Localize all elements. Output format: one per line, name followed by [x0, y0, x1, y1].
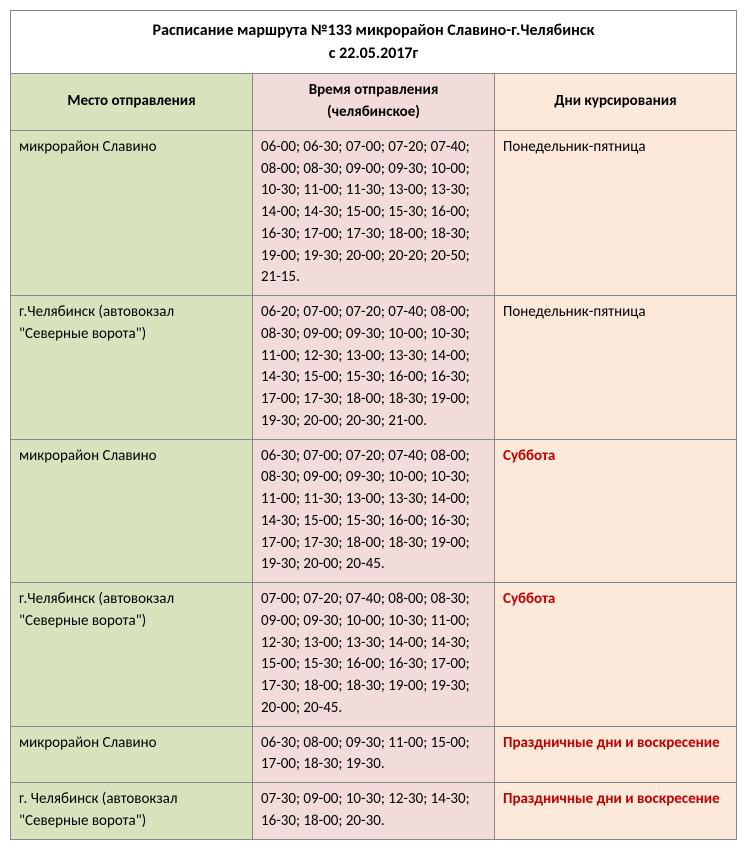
title-row: Расписание маршрута №133 микрорайон Слав…: [11, 11, 737, 74]
table-row: г.Челябинск (автовокзал "Северные ворота…: [11, 583, 737, 727]
table-row: г. Челябинск (автовокзал "Северные ворот…: [11, 783, 737, 840]
table-row: микрорайон Славино06-30; 07-00; 07-20; 0…: [11, 439, 737, 583]
time-cell: 06-20; 07-00; 07-20; 07-40; 08-00; 08-30…: [253, 296, 495, 440]
table-row: микрорайон Славино06-30; 08-00; 09-30; 1…: [11, 726, 737, 783]
days-cell: Суббота: [495, 583, 737, 727]
time-cell: 06-30; 07-00; 07-20; 07-40; 08-00; 08-30…: [253, 439, 495, 583]
table-row: микрорайон Славино06-00; 06-30; 07-00; 0…: [11, 130, 737, 295]
place-cell: г.Челябинск (автовокзал "Северные ворота…: [11, 583, 253, 727]
time-cell: 07-30; 09-00; 10-30; 12-30; 14-30; 16-30…: [253, 783, 495, 840]
place-cell: микрорайон Славино: [11, 130, 253, 295]
days-cell: Суббота: [495, 439, 737, 583]
schedule-table: Расписание маршрута №133 микрорайон Слав…: [10, 10, 737, 840]
header-days: Дни курсирования: [495, 74, 737, 131]
days-cell: Понедельник-пятница: [495, 130, 737, 295]
place-cell: г. Челябинск (автовокзал "Северные ворот…: [11, 783, 253, 840]
title-line1: Расписание маршрута №133 микрорайон Слав…: [19, 19, 728, 42]
place-cell: микрорайон Славино: [11, 726, 253, 783]
days-cell: Понедельник-пятница: [495, 296, 737, 440]
time-cell: 06-00; 06-30; 07-00; 07-20; 07-40; 08-00…: [253, 130, 495, 295]
time-cell: 07-00; 07-20; 07-40; 08-00; 08-30; 09-00…: [253, 583, 495, 727]
days-cell: Праздничные дни и воскресение: [495, 726, 737, 783]
place-cell: г.Челябинск (автовокзал "Северные ворота…: [11, 296, 253, 440]
time-cell: 06-30; 08-00; 09-30; 11-00; 15-00; 17-00…: [253, 726, 495, 783]
header-time: Время отправления (челябинское): [253, 74, 495, 131]
title-line2: с 22.05.2017г: [19, 42, 728, 65]
place-cell: микрорайон Славино: [11, 439, 253, 583]
header-place: Место отправления: [11, 74, 253, 131]
table-row: г.Челябинск (автовокзал "Северные ворота…: [11, 296, 737, 440]
header-row: Место отправления Время отправления (чел…: [11, 74, 737, 131]
title-cell: Расписание маршрута №133 микрорайон Слав…: [11, 11, 737, 74]
days-cell: Праздничные дни и воскресение: [495, 783, 737, 840]
